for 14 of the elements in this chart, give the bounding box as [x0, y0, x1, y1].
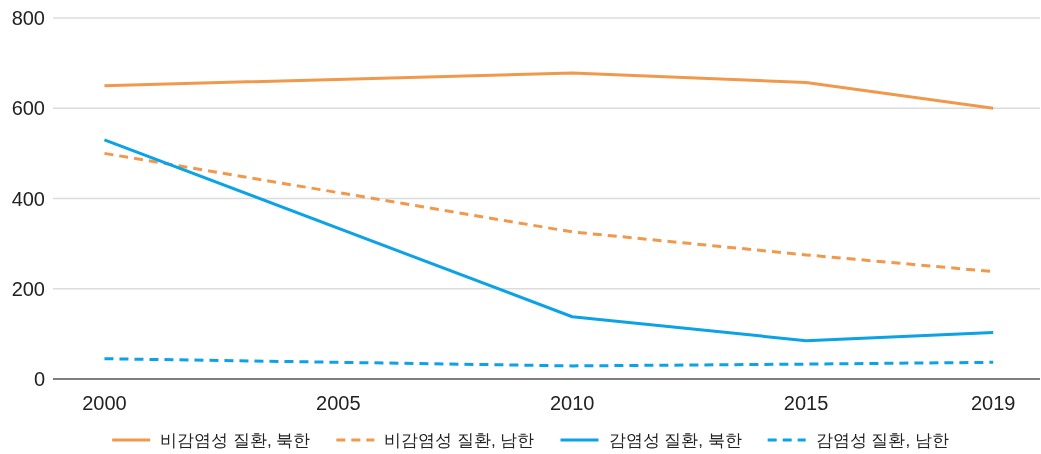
legend-label: 감염성 질환, 북한: [608, 431, 742, 450]
x-tick-label: 2000: [82, 392, 127, 414]
legend-label: 비감염성 질환, 남한: [384, 431, 535, 450]
x-tick-label: 2005: [316, 392, 361, 414]
y-tick-label: 800: [11, 7, 45, 29]
y-tick-label: 0: [33, 368, 45, 390]
y-tick-label: 600: [11, 97, 45, 120]
legend-label: 비감염성 질환, 북한: [160, 431, 311, 450]
y-tick-label: 200: [11, 277, 45, 300]
x-tick-label: 2015: [783, 392, 829, 414]
x-tick-label: 2019: [970, 392, 1016, 414]
legend-label: 감염성 질환, 남한: [815, 431, 949, 450]
x-tick-label: 2010: [550, 392, 595, 414]
y-tick-label: 400: [11, 187, 45, 210]
